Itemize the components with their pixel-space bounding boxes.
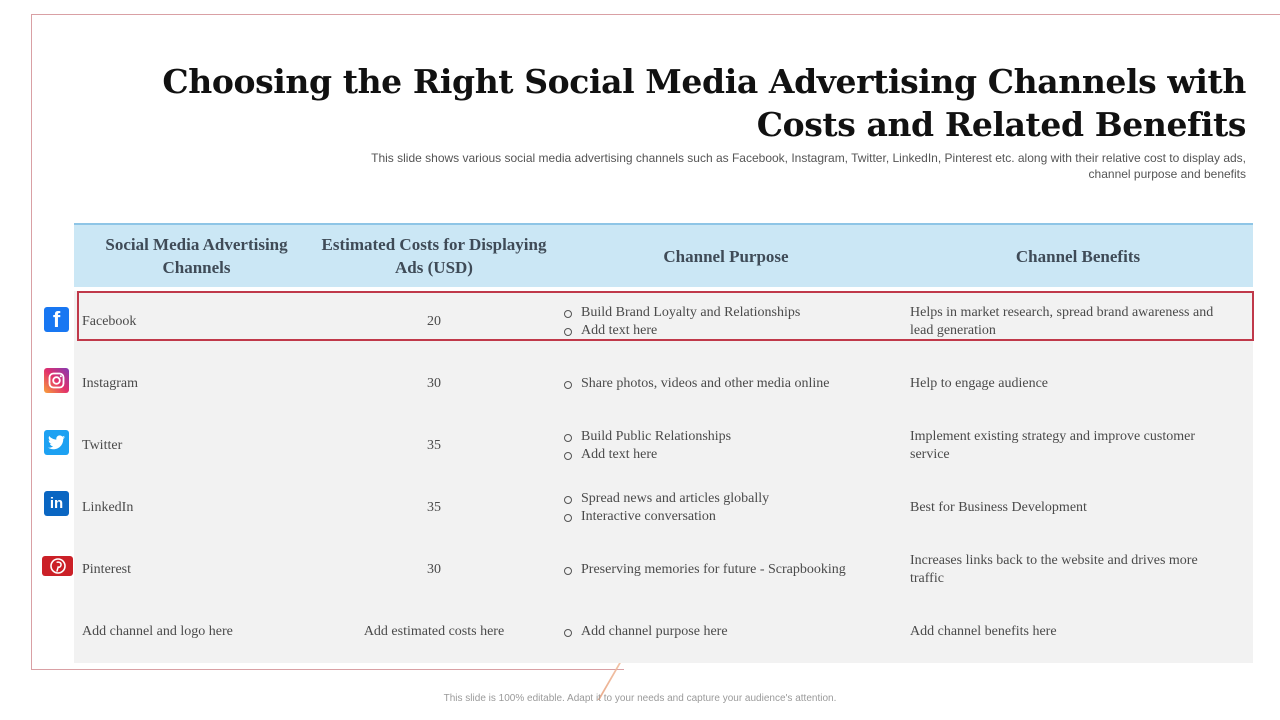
channel-cost: 30 (427, 376, 441, 391)
table-row: Instagram 30 Share photos, videos and ot… (74, 353, 1253, 415)
twitter-icon (44, 430, 69, 455)
instagram-glyph (48, 372, 65, 389)
twitter-glyph (48, 435, 65, 450)
channel-cost: 20 (427, 314, 441, 329)
pinterest-glyph (49, 558, 66, 574)
slide-footer: This slide is 100% editable. Adapt it to… (443, 693, 837, 704)
channel-cost: Add estimated costs here (363, 624, 505, 639)
channels-table: Social Media Advertising Channels Estima… (74, 223, 1254, 663)
purpose-item: Add text here (563, 446, 903, 464)
facebook-icon: f (44, 307, 69, 332)
channel-name: Instagram (82, 376, 138, 391)
channel-benefit: Implement existing strategy and improve … (910, 429, 1195, 462)
channel-benefit: Add channel benefits here (910, 624, 1057, 639)
channel-name: LinkedIn (82, 500, 134, 515)
header-purpose: Channel Purpose (663, 246, 789, 266)
slide-subtitle: This slide shows various social media ad… (371, 151, 1246, 181)
channel-purpose: Build Public Relationships Add text here (549, 428, 903, 464)
table-body: Facebook 20 Build Brand Loyalty and Rela… (74, 291, 1254, 663)
header-channels: Social Media Advertising Channels (105, 235, 288, 277)
channel-benefit: Helps in market research, spread brand a… (910, 305, 1214, 338)
channel-purpose: Share photos, videos and other media onl… (549, 375, 903, 393)
purpose-item: Preserving memories for future - Scrapbo… (563, 561, 903, 579)
channel-benefit: Help to engage audience (910, 376, 1048, 391)
channel-cost: 30 (427, 562, 441, 577)
slide-title: Choosing the Right Social Media Advertis… (162, 62, 1246, 144)
table-row: Add channel and logo here Add estimated … (74, 601, 1253, 663)
table-row: LinkedIn 35 Spread news and articles glo… (74, 477, 1253, 539)
channel-purpose: Add channel purpose here (549, 623, 903, 641)
header-benefits: Channel Benefits (1015, 246, 1141, 266)
channel-cost: 35 (427, 438, 441, 453)
channel-purpose: Spread news and articles globally Intera… (549, 490, 903, 526)
instagram-icon (44, 368, 69, 393)
purpose-item: Build Public Relationships (563, 428, 903, 446)
table-row: Facebook 20 Build Brand Loyalty and Rela… (74, 291, 1254, 353)
purpose-item: Interactive conversation (563, 508, 903, 526)
purpose-item: Share photos, videos and other media onl… (563, 375, 903, 393)
table-row: Pinterest 30 Preserving memories for fut… (74, 539, 1253, 601)
purpose-item: Build Brand Loyalty and Relationships (563, 304, 903, 322)
purpose-item: Add text here (563, 322, 903, 340)
channel-purpose: Preserving memories for future - Scrapbo… (549, 561, 903, 579)
channel-name: Add channel and logo here (82, 624, 233, 639)
pinterest-icon (42, 556, 73, 576)
channel-benefit: Best for Business Development (910, 500, 1087, 515)
channel-name: Facebook (82, 314, 137, 329)
slide-frame (31, 14, 1280, 670)
table-row: Twitter 35 Build Public Relationships Ad… (74, 415, 1253, 477)
channel-purpose: Build Brand Loyalty and Relationships Ad… (549, 304, 903, 340)
header-costs: Estimated Costs for Displaying Ads (USD) (321, 235, 547, 277)
channel-benefit: Increases links back to the website and … (910, 553, 1198, 586)
channel-name: Pinterest (82, 562, 131, 577)
linkedin-icon: in (44, 491, 69, 516)
channel-name: Twitter (82, 438, 123, 453)
channel-cost: 35 (427, 500, 441, 515)
purpose-item: Add channel purpose here (563, 623, 903, 641)
purpose-item: Spread news and articles globally (563, 490, 903, 508)
table-header: Social Media Advertising Channels Estima… (74, 223, 1253, 287)
